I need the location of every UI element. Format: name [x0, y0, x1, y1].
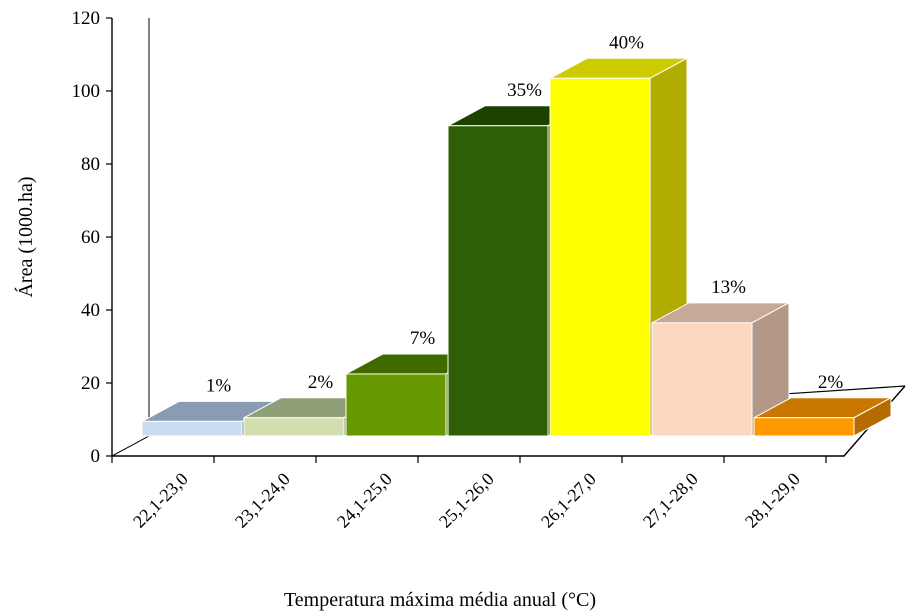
- y-tick-label: 20: [81, 373, 100, 394]
- data-label: 13%: [711, 277, 746, 298]
- x-tick-label: 26,1-27,0: [537, 469, 600, 532]
- back-wall-edge: [111, 18, 150, 457]
- y-axis-title: Área (1000.ha): [14, 176, 37, 297]
- chart-bars: [141, 57, 892, 437]
- x-tick-label: 22,1-23,0: [129, 469, 192, 532]
- x-tick-label: 24,1-25,0: [333, 469, 396, 532]
- y-tick-label: 100: [72, 81, 101, 102]
- bar-front: [345, 373, 447, 437]
- y-tick-label: 80: [81, 154, 100, 175]
- data-label: 35%: [507, 80, 542, 101]
- data-label: 7%: [410, 328, 436, 349]
- data-label: 2%: [818, 372, 844, 393]
- bar-front: [141, 420, 243, 437]
- bar: [549, 57, 688, 437]
- y-tick-label: 120: [72, 8, 101, 29]
- y-tick-label: 40: [81, 300, 100, 321]
- data-label: 1%: [206, 375, 232, 396]
- data-label: 40%: [609, 32, 644, 53]
- bar-front: [447, 125, 549, 437]
- bar: [651, 302, 790, 437]
- chart-axes: 0 20 40 60 80 100 120: [72, 8, 827, 467]
- x-tick-label: 28,1-29,0: [741, 469, 804, 532]
- x-tick-label: 25,1-26,0: [435, 469, 498, 532]
- bar-front: [753, 417, 855, 437]
- x-tick-label: 27,1-28,0: [639, 469, 702, 532]
- bar-front: [549, 77, 651, 437]
- x-tick-label: 23,1-24,0: [231, 469, 294, 532]
- y-tick-label: 60: [81, 227, 100, 248]
- x-axis-title: Temperatura máxima média anual (°C): [284, 589, 596, 611]
- y-tick-label: 0: [91, 446, 101, 467]
- bar: [753, 396, 892, 437]
- bar-front: [651, 322, 753, 437]
- bar-front: [243, 417, 345, 437]
- data-label: 2%: [308, 372, 334, 393]
